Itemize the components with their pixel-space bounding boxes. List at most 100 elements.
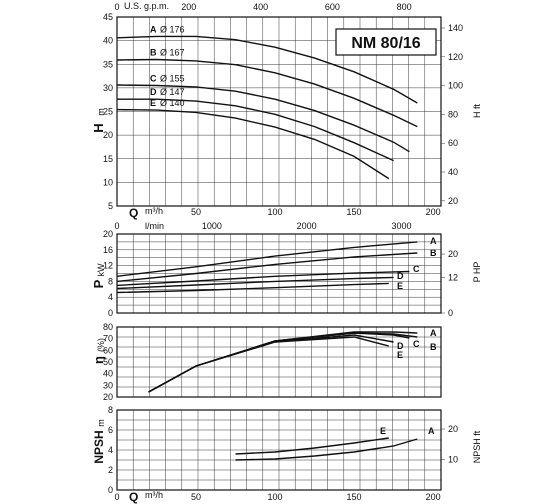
y-axis-label: H bbox=[91, 123, 106, 132]
power-curve-letter-A: A bbox=[430, 236, 437, 246]
npsh-x-axis-label: Q bbox=[129, 490, 138, 504]
y-tick-label: 50 bbox=[103, 357, 113, 367]
efficiency-curve-letter-A: A bbox=[430, 328, 437, 338]
x-tick-label: 100 bbox=[268, 207, 283, 217]
efficiency-curve-letter-C: C bbox=[413, 339, 420, 349]
plot-frame bbox=[116, 326, 442, 398]
npsh-x-axis-unit: m³/h bbox=[145, 490, 163, 500]
y-tick-label: 20 bbox=[103, 392, 113, 402]
y-axis-unit: m bbox=[96, 108, 106, 116]
y-tick-label: 0 bbox=[108, 308, 113, 318]
top-tick-label: 0 bbox=[114, 2, 119, 12]
power-axis-unit: kW bbox=[96, 263, 106, 277]
curve-power-E bbox=[116, 282, 389, 294]
curve-diameter-B: Ø 167 bbox=[160, 48, 185, 58]
y-tick-label: 30 bbox=[103, 380, 113, 390]
y-tick-label: 16 bbox=[103, 245, 113, 255]
y-tick-label: 20 bbox=[103, 229, 113, 239]
x-tick-label: 200 bbox=[426, 207, 441, 217]
curve-letter-B: B bbox=[150, 48, 157, 58]
panel-efficiency bbox=[116, 326, 442, 398]
x2-tick-label: 2000 bbox=[297, 221, 317, 231]
panel-power bbox=[116, 233, 442, 314]
y-tick-label: 5 bbox=[108, 201, 113, 211]
y-tick-label: 6 bbox=[108, 425, 113, 435]
curve-diameter-E: Ø 140 bbox=[160, 98, 185, 108]
y-tick-label: 40 bbox=[103, 36, 113, 46]
y-tick-label: 40 bbox=[103, 369, 113, 379]
npsh-x-tick-label: 50 bbox=[191, 492, 201, 502]
curve-head-C bbox=[116, 84, 410, 153]
top-tick-label: 400 bbox=[253, 2, 268, 12]
y-tick-label: 10 bbox=[103, 177, 113, 187]
plot-frame bbox=[116, 16, 442, 207]
y-tick-label: 2 bbox=[108, 465, 113, 475]
y-tick-label: 60 bbox=[103, 345, 113, 355]
y-tick-label: 15 bbox=[103, 154, 113, 164]
curve-npsh-A bbox=[235, 438, 418, 461]
y-tick-label: 80 bbox=[103, 322, 113, 332]
curve-head-E bbox=[116, 108, 390, 180]
npsh-x-tick-label: 200 bbox=[426, 492, 441, 502]
x2-tick-label: 0 bbox=[114, 221, 119, 231]
power-curve-letter-D: D bbox=[397, 271, 404, 281]
power-right-tick-label: 0 bbox=[448, 308, 453, 318]
x-tick-label: 150 bbox=[347, 207, 362, 217]
y-tick-label: 8 bbox=[108, 405, 113, 415]
title-box bbox=[335, 28, 437, 56]
chart-title: NM 80/16 bbox=[351, 35, 420, 52]
x-axis-unit: m³/h bbox=[145, 206, 163, 216]
curve-power-A bbox=[116, 241, 418, 277]
x2-tick-label: 3000 bbox=[391, 221, 411, 231]
y-tick-label: 0 bbox=[108, 485, 113, 495]
power-right-axis-label: P HP bbox=[472, 262, 482, 283]
right-axis-label: H ft bbox=[472, 104, 482, 119]
panel-npsh bbox=[116, 409, 442, 491]
top-tick-label: 600 bbox=[325, 2, 340, 12]
power-curve-letter-C: C bbox=[413, 264, 420, 274]
curve-letter-A: A bbox=[150, 24, 157, 34]
npsh-axis-unit: m bbox=[96, 419, 106, 427]
power-curve-letter-E: E bbox=[397, 281, 403, 291]
right-tick-label: 20 bbox=[448, 196, 458, 206]
curve-head-A bbox=[116, 35, 418, 104]
efficiency-curve-letter-E: E bbox=[397, 350, 403, 360]
plot-frame bbox=[116, 233, 442, 314]
y-tick-label: 30 bbox=[103, 83, 113, 93]
right-tick-label: 120 bbox=[448, 52, 463, 62]
curve-diameter-C: Ø 155 bbox=[160, 74, 185, 84]
curve-diameter-D: Ø 147 bbox=[160, 87, 185, 97]
curve-letter-D: D bbox=[150, 87, 157, 97]
y-tick-label: 45 bbox=[103, 12, 113, 22]
right-tick-label: 60 bbox=[448, 138, 458, 148]
power-right-tick-label: 12 bbox=[448, 273, 458, 283]
efficiency-axis-label: η bbox=[91, 356, 106, 364]
efficiency-curve-letter-D: D bbox=[397, 341, 404, 351]
y-tick-label: 4 bbox=[108, 445, 113, 455]
plot-frame bbox=[116, 409, 442, 491]
npsh-right-tick-label: 20 bbox=[448, 424, 458, 434]
y-tick-label: 20 bbox=[103, 130, 113, 140]
power-right-tick-label: 20 bbox=[448, 249, 458, 259]
top-tick-label: 200 bbox=[181, 2, 196, 12]
npsh-x-tick-label: 100 bbox=[268, 492, 283, 502]
npsh-axis-label: NPSH bbox=[92, 430, 106, 463]
curve-head-B bbox=[116, 58, 418, 128]
y-tick-label: 8 bbox=[108, 276, 113, 286]
curve-letter-E: E bbox=[150, 98, 156, 108]
curve-power-B bbox=[116, 252, 418, 283]
x-axis-label: Q bbox=[129, 206, 138, 220]
top-axis-label: U.S. g.p.m. bbox=[124, 1, 169, 11]
panel-head bbox=[116, 16, 442, 207]
power-axis-label: P bbox=[91, 279, 106, 288]
x2-tick-label: 1000 bbox=[202, 221, 222, 231]
top-tick-label: 800 bbox=[397, 2, 412, 12]
right-tick-label: 80 bbox=[448, 109, 458, 119]
curve-npsh-E bbox=[235, 437, 389, 455]
curve-head-D bbox=[117, 98, 394, 162]
curve-diameter-A: Ø 176 bbox=[160, 24, 185, 34]
npsh-x-tick-label: 0 bbox=[114, 492, 119, 502]
npsh-right-tick-label: 10 bbox=[448, 455, 458, 465]
right-tick-label: 140 bbox=[448, 23, 463, 33]
